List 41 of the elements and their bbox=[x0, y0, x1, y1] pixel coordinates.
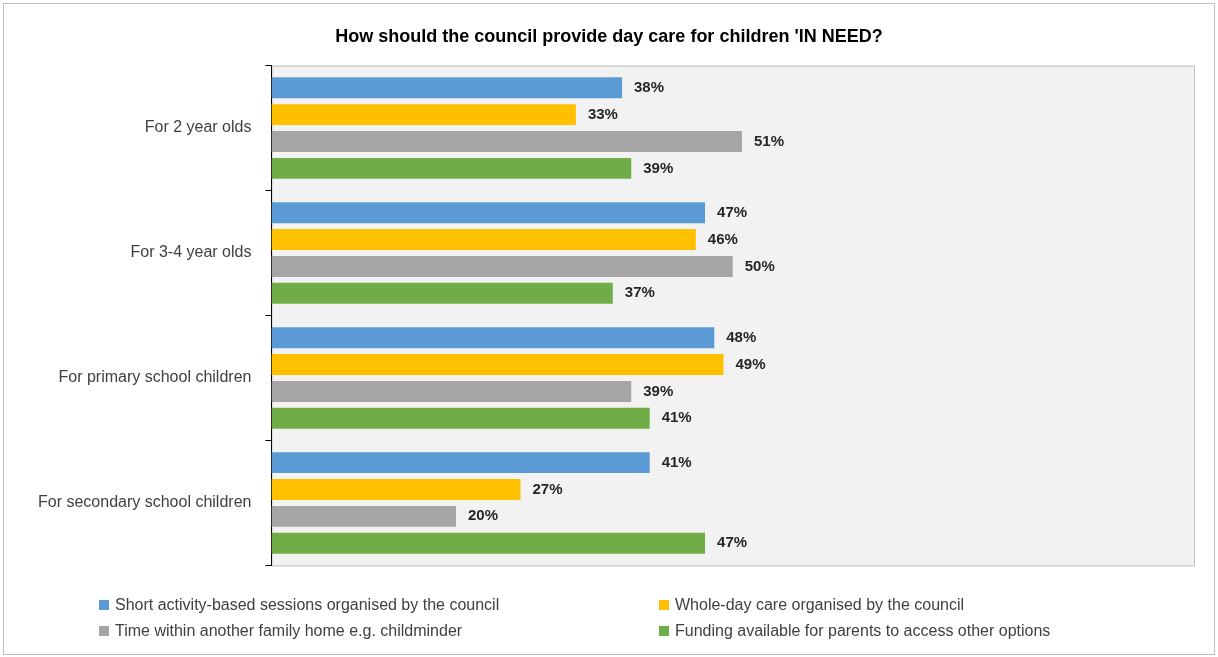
data-label: 48% bbox=[726, 327, 757, 345]
legend-label: Funding available for parents to access other options bbox=[675, 622, 1051, 640]
data-label: 37% bbox=[624, 283, 655, 301]
chart-title: How should the council provide day care for children 'IN NEED? bbox=[335, 25, 883, 46]
bar bbox=[271, 479, 521, 500]
legend-label: Short activity-based sessions organised by the council bbox=[115, 596, 500, 614]
bar bbox=[271, 532, 706, 554]
bar bbox=[271, 327, 715, 349]
data-label: 41% bbox=[661, 408, 692, 426]
bar bbox=[271, 157, 632, 179]
y-tick-label: For primary school children bbox=[58, 368, 252, 386]
bar bbox=[271, 452, 650, 474]
bar bbox=[271, 255, 733, 277]
y-tick-label: For secondary school children bbox=[38, 493, 252, 511]
bar bbox=[271, 407, 650, 429]
bar bbox=[271, 104, 576, 126]
data-label: 51% bbox=[753, 131, 784, 149]
bar bbox=[271, 77, 623, 99]
data-label: 39% bbox=[643, 381, 674, 399]
data-label: 39% bbox=[643, 158, 674, 176]
data-label: 33% bbox=[587, 104, 618, 122]
bar bbox=[271, 505, 456, 527]
data-label: 50% bbox=[744, 256, 775, 274]
bar bbox=[271, 282, 613, 304]
bar bbox=[271, 202, 706, 224]
bar bbox=[271, 354, 724, 376]
data-label: 41% bbox=[661, 452, 692, 470]
data-label: 46% bbox=[707, 229, 738, 247]
bar bbox=[271, 380, 632, 402]
y-tick-label: For 2 year olds bbox=[144, 118, 252, 136]
data-label: 27% bbox=[532, 479, 563, 497]
data-label: 38% bbox=[634, 77, 665, 95]
bar bbox=[271, 229, 696, 251]
legend-label: Time within another family home e.g. childminder bbox=[115, 622, 463, 640]
bar bbox=[271, 131, 742, 152]
data-label: 20% bbox=[467, 506, 498, 524]
data-label: 49% bbox=[735, 354, 766, 372]
y-tick-label: For 3-4 year olds bbox=[130, 243, 252, 261]
data-label: 47% bbox=[717, 202, 748, 220]
legend-label: Whole-day care organised by the council bbox=[675, 596, 965, 614]
data-label: 47% bbox=[717, 533, 748, 551]
